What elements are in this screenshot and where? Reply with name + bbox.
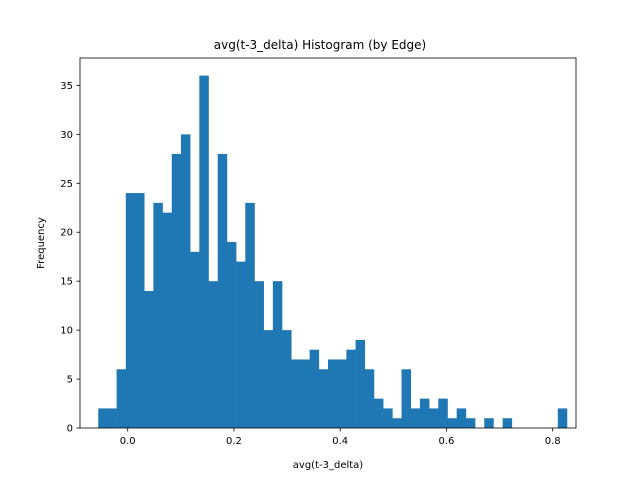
histogram-bar — [328, 359, 338, 428]
histogram-bar — [502, 418, 513, 428]
histogram-bar — [190, 251, 200, 428]
histogram-bar — [429, 408, 439, 428]
plot-frame — [79, 57, 577, 429]
histogram-bar — [134, 193, 145, 428]
histogram-bar — [300, 359, 310, 428]
histogram-bar — [291, 359, 301, 428]
histogram-bar — [171, 153, 182, 428]
histogram-bar — [355, 339, 366, 428]
histogram-bar — [199, 75, 209, 429]
y-tick-label: 20 — [60, 228, 73, 239]
x-tick-label: 0.6 — [439, 436, 455, 447]
y-tick-label: 0 — [67, 424, 73, 435]
x-axis-label: avg(t-3_delta) — [293, 460, 364, 471]
histogram-bar — [309, 349, 320, 428]
y-axis-ticks: 0 5 10 15 20 25 30 35 — [60, 81, 80, 435]
histogram-bar — [484, 418, 494, 428]
x-axis-ticks: 0.0 0.2 0.4 0.6 0.8 — [120, 428, 561, 447]
histogram-bar — [346, 349, 356, 428]
histogram-bar — [282, 330, 292, 428]
histogram-bar — [318, 369, 329, 428]
histogram-bar — [557, 408, 568, 428]
y-tick-label: 35 — [60, 81, 73, 92]
histogram-bar — [236, 261, 246, 428]
histogram-bar — [125, 193, 136, 428]
histogram-bar — [208, 281, 219, 428]
histogram-bar — [410, 408, 421, 428]
y-axis-label: Frequency — [36, 217, 47, 269]
histogram-bar — [144, 290, 154, 428]
histogram-bar — [373, 398, 384, 428]
histogram-bar — [456, 408, 467, 428]
bars-group — [98, 75, 568, 429]
histogram-bar — [153, 202, 163, 428]
histogram-bar — [162, 212, 173, 428]
histogram-bar — [364, 369, 375, 428]
x-tick-label: 0.4 — [332, 436, 348, 447]
y-tick-label: 10 — [60, 326, 73, 337]
histogram-bar — [263, 330, 274, 428]
y-tick-label: 30 — [60, 130, 73, 141]
histogram-bar — [337, 359, 347, 428]
histogram-bar — [438, 398, 448, 428]
histogram-bar — [383, 408, 393, 428]
x-tick-label: 0.2 — [226, 436, 242, 447]
histogram-bar — [107, 408, 117, 428]
histogram-bar — [116, 369, 127, 428]
histogram-bar — [419, 398, 430, 428]
y-tick-label: 5 — [67, 375, 73, 386]
histogram-bar — [245, 202, 255, 428]
histogram-bar — [217, 153, 228, 428]
histogram-bar — [180, 134, 191, 428]
x-tick-label: 0.0 — [120, 436, 136, 447]
y-tick-label: 15 — [60, 277, 73, 288]
histogram-bar — [401, 369, 412, 428]
histogram-bar — [272, 281, 283, 428]
y-tick-label: 25 — [60, 179, 73, 190]
histogram-bar — [392, 418, 402, 428]
histogram-bar — [226, 242, 237, 428]
histogram-bar — [254, 281, 264, 428]
histogram-bar — [447, 418, 457, 428]
x-tick-label: 0.8 — [545, 436, 561, 447]
histogram-bar — [98, 408, 108, 428]
histogram-bar — [465, 418, 476, 428]
chart-title: avg(t-3_delta) Histogram (by Edge) — [214, 38, 426, 52]
